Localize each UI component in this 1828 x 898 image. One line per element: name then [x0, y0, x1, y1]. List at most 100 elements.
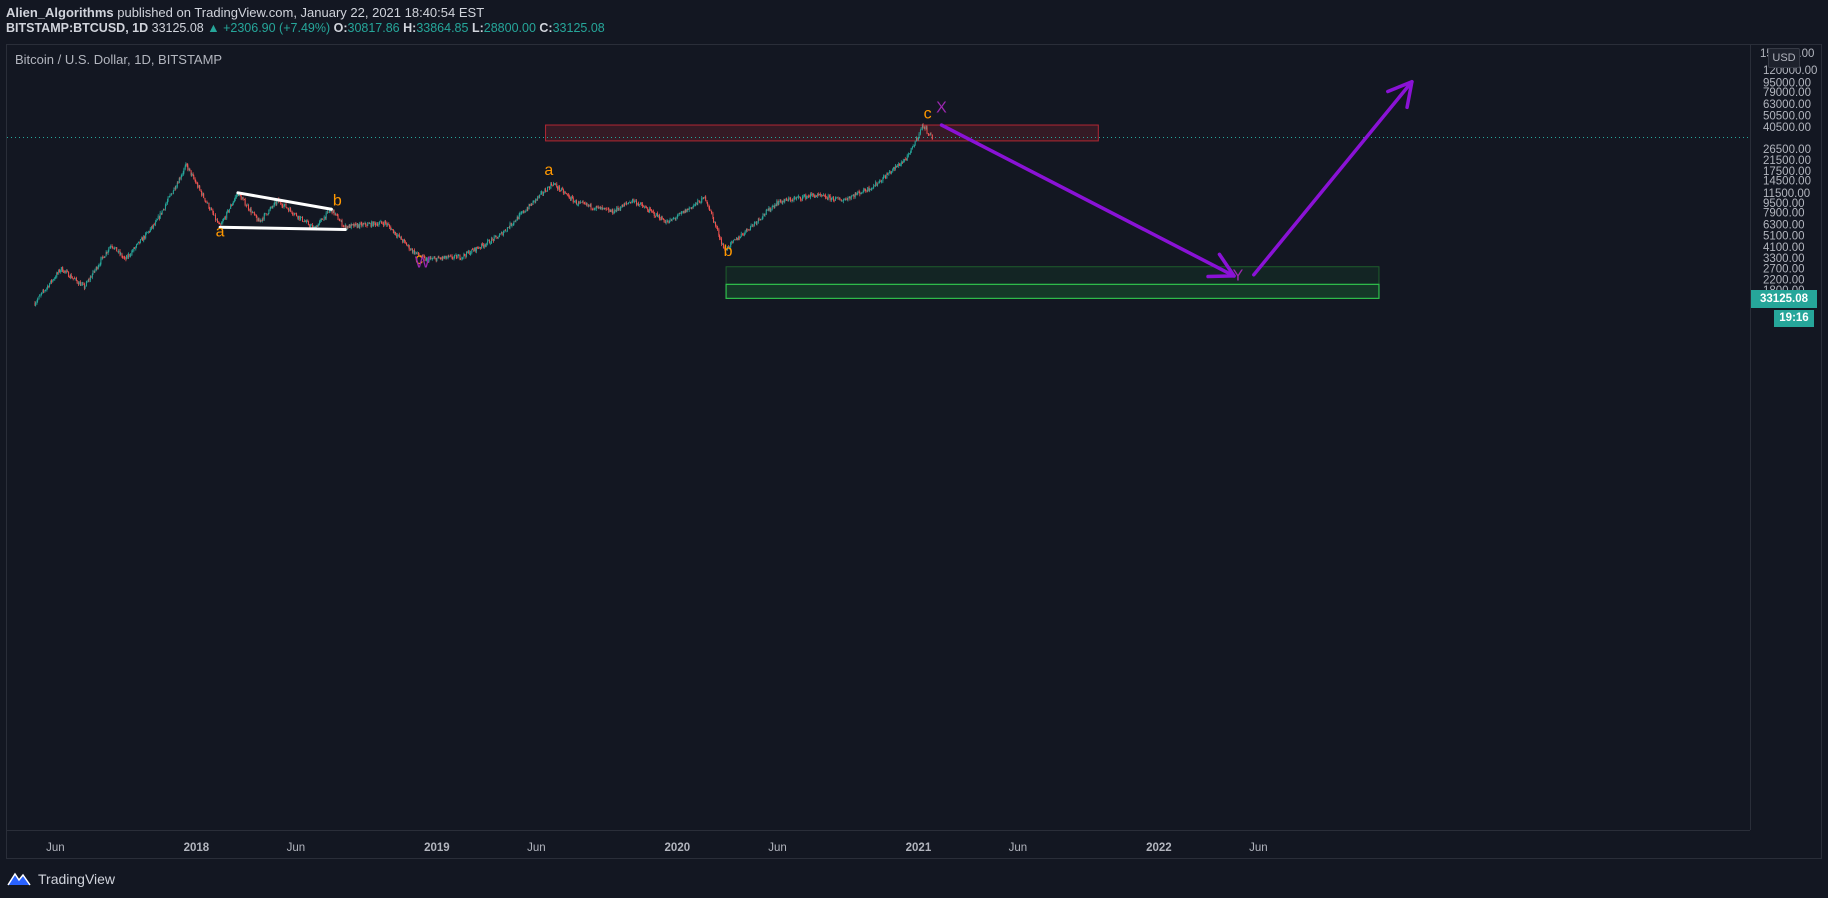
candle-body	[509, 223, 511, 228]
candle-body	[345, 225, 347, 229]
candle-body	[558, 186, 560, 191]
candle-body	[210, 208, 212, 210]
time-axis[interactable]	[6, 830, 1750, 860]
candle-body	[661, 216, 663, 220]
candle-body	[930, 133, 932, 135]
candle-body	[787, 199, 789, 202]
candle-body	[337, 215, 339, 220]
candle-body	[639, 203, 641, 205]
candle-body	[674, 218, 676, 219]
forecast-arrow-line[interactable]	[1252, 80, 1414, 277]
publication-header: Alien_Algorithms published on TradingVie…	[0, 0, 1828, 44]
candle-body	[400, 236, 402, 240]
candle-body	[193, 175, 195, 179]
candle-body	[36, 301, 38, 304]
candle-body	[710, 210, 712, 212]
candle-body	[588, 204, 590, 206]
candle-body	[202, 193, 204, 196]
candle-body	[788, 198, 790, 202]
candle-body	[585, 203, 587, 205]
candle-body	[87, 279, 89, 282]
candle-body	[243, 199, 245, 200]
candle-body	[404, 239, 406, 242]
candle-body	[686, 208, 688, 213]
candle-body	[34, 303, 36, 306]
price-axis[interactable]	[1750, 44, 1823, 830]
candle-body	[209, 208, 211, 210]
candle-body	[815, 196, 817, 197]
candle-body	[796, 197, 798, 199]
candle-body	[174, 187, 176, 189]
candle-body	[802, 196, 804, 200]
candle-body	[489, 243, 491, 244]
trendline[interactable]	[236, 191, 333, 211]
candle-body	[505, 230, 507, 232]
candle-body	[462, 257, 464, 258]
candle-body	[261, 218, 263, 221]
candle-body	[344, 225, 346, 227]
candle-body	[906, 159, 908, 160]
candle-body	[398, 234, 400, 236]
candle-body	[711, 210, 713, 214]
candle-body	[39, 295, 41, 297]
candle-body	[562, 189, 564, 194]
candle-body	[570, 196, 572, 200]
candle-body	[296, 213, 298, 217]
candle-body	[42, 290, 44, 293]
candle-body	[446, 257, 448, 259]
candle-body	[128, 254, 130, 258]
candle-body	[392, 229, 394, 230]
candle-body	[161, 210, 163, 215]
author-name[interactable]: Alien_Algorithms	[6, 5, 114, 20]
candle-body	[139, 239, 141, 243]
candle-body	[317, 223, 319, 227]
candle-body	[238, 193, 240, 196]
candle-body	[855, 193, 857, 195]
candle-body	[584, 203, 586, 205]
forecast-arrow-line[interactable]	[939, 123, 1236, 278]
candle-body	[566, 193, 568, 194]
time-tick-label: Jun	[527, 842, 546, 854]
candle-body	[103, 256, 105, 258]
candle-body	[774, 204, 776, 208]
candle-body	[892, 167, 894, 169]
candle-body	[528, 204, 530, 210]
candle-body	[609, 210, 611, 212]
trendline[interactable]	[218, 225, 347, 232]
candle-body	[900, 164, 902, 166]
price-tick-label: 26500.00	[1763, 144, 1811, 156]
candle-body	[799, 196, 801, 198]
candle-body	[418, 254, 420, 256]
candle-body	[746, 228, 748, 232]
candle-body	[755, 222, 757, 224]
candle-body	[535, 198, 537, 202]
candle-body	[287, 207, 289, 209]
candle-body	[473, 247, 475, 251]
candle-body	[769, 207, 771, 211]
candle-body	[538, 196, 540, 197]
candle-body	[767, 209, 769, 211]
footer-brand[interactable]: TradingView	[38, 871, 116, 887]
candle-body	[536, 198, 538, 200]
candle-body	[552, 183, 554, 186]
chart-frame[interactable]	[6, 44, 1822, 859]
candle-body	[149, 231, 151, 232]
candle-body	[432, 258, 434, 259]
candle-body	[160, 212, 162, 215]
candle-body	[795, 197, 797, 199]
candle-body	[549, 187, 551, 189]
candle-body	[404, 241, 406, 243]
candle-body	[301, 216, 303, 222]
candle-body	[157, 219, 159, 221]
price-tick-label: 63000.00	[1763, 99, 1811, 111]
candle-body	[129, 254, 131, 256]
candle-body	[913, 145, 915, 147]
candle-body	[297, 216, 299, 219]
candle-body	[865, 190, 867, 192]
candle-body	[564, 192, 566, 194]
price-tick-label: 5100.00	[1763, 230, 1805, 242]
price-tick-label: 3300.00	[1763, 253, 1805, 265]
currency-button[interactable]: USD	[1768, 48, 1800, 68]
candle-body	[258, 218, 260, 222]
